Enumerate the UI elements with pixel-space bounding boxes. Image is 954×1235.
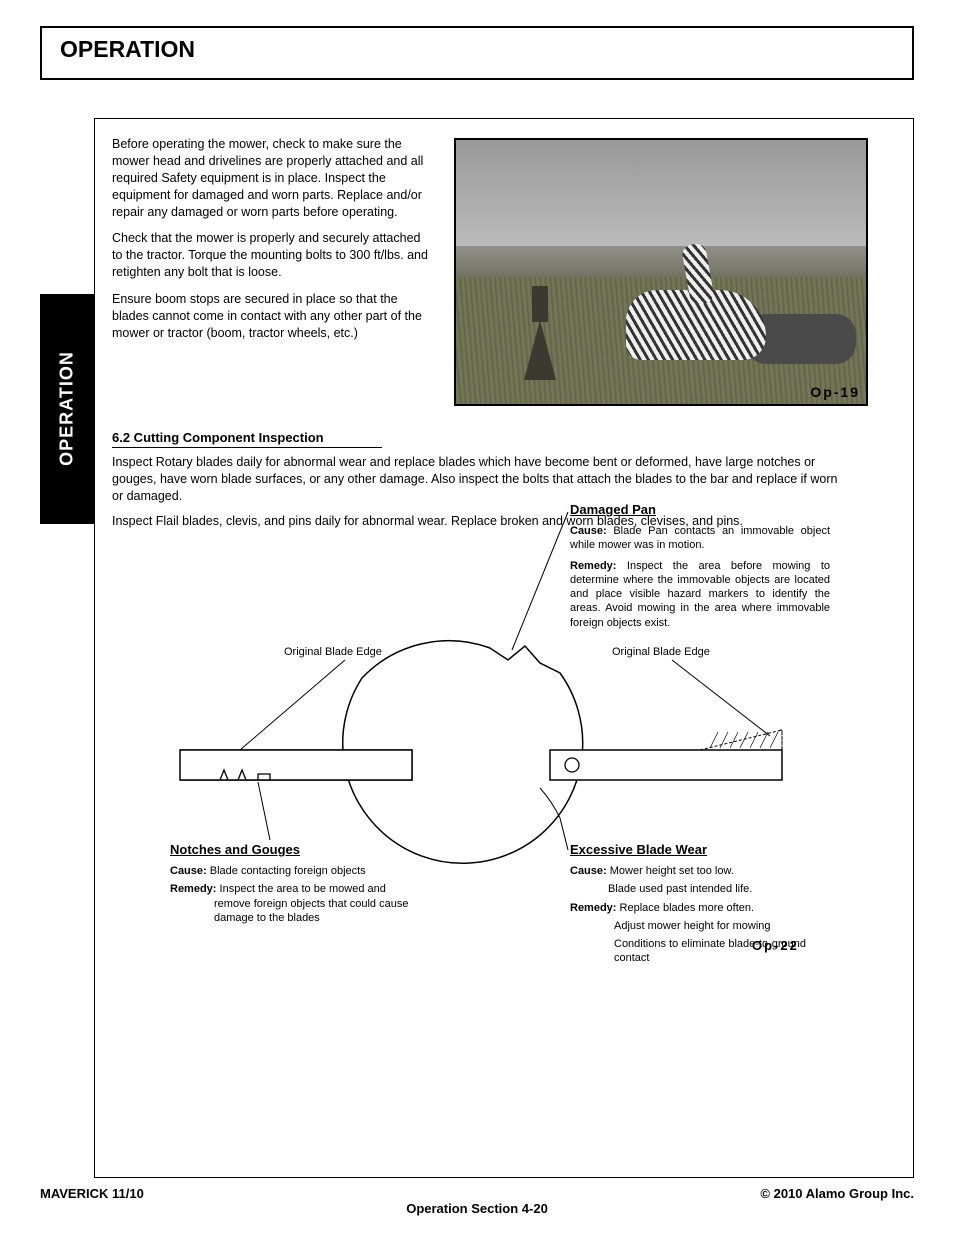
- damaged-cause: Blade Pan contacts an immovable object w…: [570, 525, 830, 551]
- photo-illustration: Op-19: [454, 138, 868, 406]
- side-tab-label: OPERATION: [57, 324, 78, 494]
- damaged-pan-body: Cause: Blade Pan contacts an immovable o…: [570, 524, 830, 636]
- wear-cause-label: Cause:: [570, 865, 607, 877]
- intro-text: Before operating the mower, check to mak…: [112, 136, 432, 352]
- leader-right-orig: [672, 660, 770, 736]
- notches-heading: Notches and Gouges: [170, 842, 300, 857]
- footer-middle: Operation Section 4-20: [40, 1201, 914, 1216]
- blade-diagram: Original Blade Edge Original Blade Edge …: [140, 498, 860, 978]
- diagram-label-op22: Op-22: [752, 938, 799, 953]
- photo-deck: [456, 140, 866, 246]
- side-tab: OPERATION: [40, 294, 94, 524]
- wear-heading: Excessive Blade Wear: [570, 842, 707, 857]
- damaged-pan-heading: Damaged Pan: [570, 502, 656, 517]
- wear-remedy2: Adjust mower height for mowing: [614, 920, 771, 932]
- leader-notches: [258, 782, 270, 840]
- wear-remedy1: Replace blades more often.: [620, 902, 755, 914]
- notches-cause-label: Cause:: [170, 865, 207, 877]
- leader-wear: [560, 818, 568, 850]
- left-blade-body: [180, 750, 412, 780]
- photo-jackstand-icon: [524, 320, 556, 380]
- notches-remedy: Inspect the area to be mowed and remove …: [214, 883, 408, 924]
- intro-p2: Check that the mower is properly and sec…: [112, 230, 432, 281]
- photo-person: [626, 264, 856, 374]
- label-original-edge-left: Original Blade Edge: [284, 646, 382, 658]
- leader-left-orig: [240, 660, 345, 750]
- section-title: OPERATION: [60, 36, 195, 63]
- wear-body: Cause: Mower height set too low. Blade u…: [570, 864, 830, 970]
- wear-cause2: Blade used past intended life.: [608, 883, 752, 895]
- subsection-heading: 6.2 Cutting Component Inspection: [112, 430, 382, 448]
- footer-right: © 2010 Alamo Group Inc.: [760, 1186, 914, 1201]
- cause-label: Cause:: [570, 525, 607, 537]
- notches-remedy-label: Remedy:: [170, 883, 216, 895]
- photo-label: Op-19: [810, 384, 860, 400]
- wear-remedy-label: Remedy:: [570, 902, 616, 914]
- wear-cause1: Mower height set too low.: [610, 865, 734, 877]
- leader-damaged-pan: [512, 512, 568, 650]
- notches-body: Cause: Blade contacting foreign objects …: [170, 864, 410, 929]
- remedy-label: Remedy:: [570, 560, 616, 572]
- footer-left: MAVERICK 11/10: [40, 1186, 144, 1201]
- intro-p1: Before operating the mower, check to mak…: [112, 136, 432, 220]
- notches-cause: Blade contacting foreign objects: [210, 865, 366, 877]
- worn-area-outline: [700, 730, 782, 750]
- right-blade: [550, 750, 782, 780]
- page-footer: MAVERICK 11/10 © 2010 Alamo Group Inc. O…: [40, 1186, 914, 1216]
- intro-p3: Ensure boom stops are secured in place s…: [112, 291, 432, 342]
- photo-jackstand-post-icon: [532, 286, 548, 322]
- label-original-edge-right: Original Blade Edge: [612, 646, 710, 658]
